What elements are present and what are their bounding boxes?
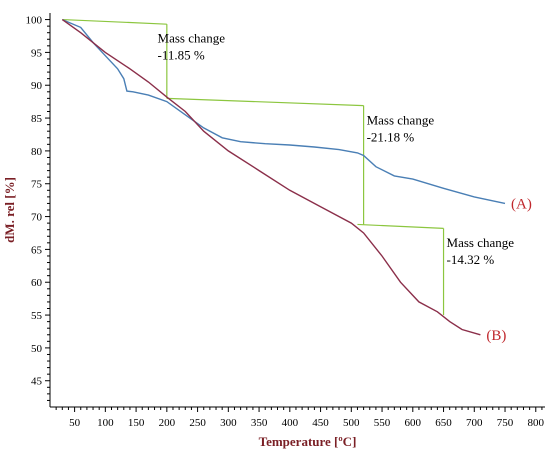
series-lines [61, 18, 506, 336]
y-tick-label: 55 [31, 310, 43, 322]
y-tick-label: 90 [31, 80, 43, 92]
x-tick-label: 800 [528, 417, 545, 429]
series-labels: (A) (B) [486, 196, 531, 343]
annotations: Mass change -11.85 % Mass change -21.18 % Ma… [158, 31, 515, 267]
y-axis-title: dM. rel [%] [2, 177, 17, 243]
series-line-a [62, 18, 506, 205]
annotation-1-title: Mass change [158, 31, 226, 46]
series-label-b: (B) [486, 328, 506, 344]
y-tick-label: 45 [31, 376, 43, 388]
x-tick-label: 500 [343, 417, 360, 429]
y-tick-label: 50 [31, 343, 43, 355]
y-tick-label: 80 [31, 146, 43, 158]
x-tick-label: 650 [435, 417, 452, 429]
y-tick-label: 75 [31, 179, 43, 191]
annotation-2-title: Mass change [367, 113, 435, 128]
y-tick-label: 95 [31, 47, 43, 59]
annotation-3-title: Mass change [447, 235, 515, 250]
x-tick-label: 50 [69, 417, 81, 429]
x-tick-label: 150 [128, 417, 145, 429]
y-tick-label: 60 [31, 277, 43, 289]
step-line-1 [62, 18, 167, 25]
x-ticks: 50 100 150 200 250 300 350 400 450 500 550 600 650 70… [55, 407, 545, 429]
y-tick-label: 65 [31, 244, 43, 256]
x-tick-label: 400 [282, 417, 299, 429]
x-tick-label: 750 [497, 417, 514, 429]
y-tick-label: 100 [26, 15, 43, 27]
y-ticks: 45 50 55 60 65 70 75 80 85 90 95 100 [26, 15, 50, 401]
x-tick-label: 200 [159, 417, 176, 429]
step-line-3 [357, 223, 444, 229]
annotation-3-value: -14.32 % [447, 252, 495, 267]
x-tick-label: 700 [466, 417, 483, 429]
y-tick-label: 85 [31, 113, 43, 125]
mass-change-steps [62, 18, 445, 316]
series-line-b [61, 19, 481, 336]
y-tick-label: 70 [31, 212, 43, 224]
annotation-1-value: -11.85 % [158, 48, 205, 63]
x-tick-label: 250 [189, 417, 206, 429]
step-line-2 [166, 97, 364, 107]
x-tick-label: 600 [405, 417, 422, 429]
x-tick-label: 100 [97, 417, 114, 429]
annotation-2-value: -21.18 % [367, 130, 415, 145]
x-tick-label: 550 [374, 417, 391, 429]
series-label-a: (A) [511, 196, 532, 212]
x-axis-title: Temperature [ºC] [259, 434, 357, 449]
x-tick-label: 300 [220, 417, 237, 429]
x-tick-label: 450 [312, 417, 329, 429]
x-tick-label: 350 [251, 417, 268, 429]
